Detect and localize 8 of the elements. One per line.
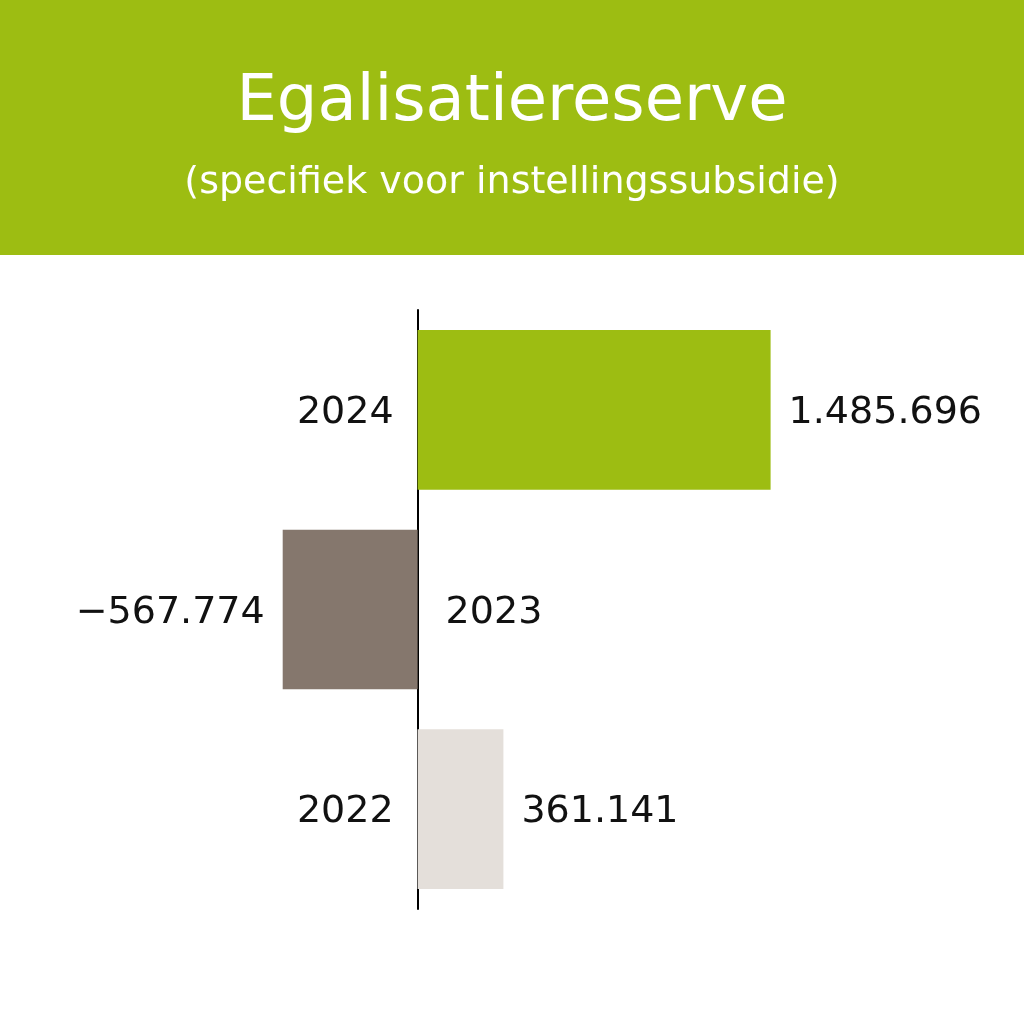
y-tick-label: 2022 <box>296 787 394 832</box>
y-tick-label: 2024 <box>296 387 394 432</box>
data-label: 1.485.696 <box>788 387 983 432</box>
data-label: −567.774 <box>75 587 265 632</box>
chart-subtitle: (specifiek voor instellingssubsidie) <box>183 157 841 204</box>
y-tick-label: 2023 <box>445 587 543 632</box>
data-label: 361.141 <box>521 787 679 832</box>
chart-title: Egalisatiereserve <box>235 60 789 137</box>
